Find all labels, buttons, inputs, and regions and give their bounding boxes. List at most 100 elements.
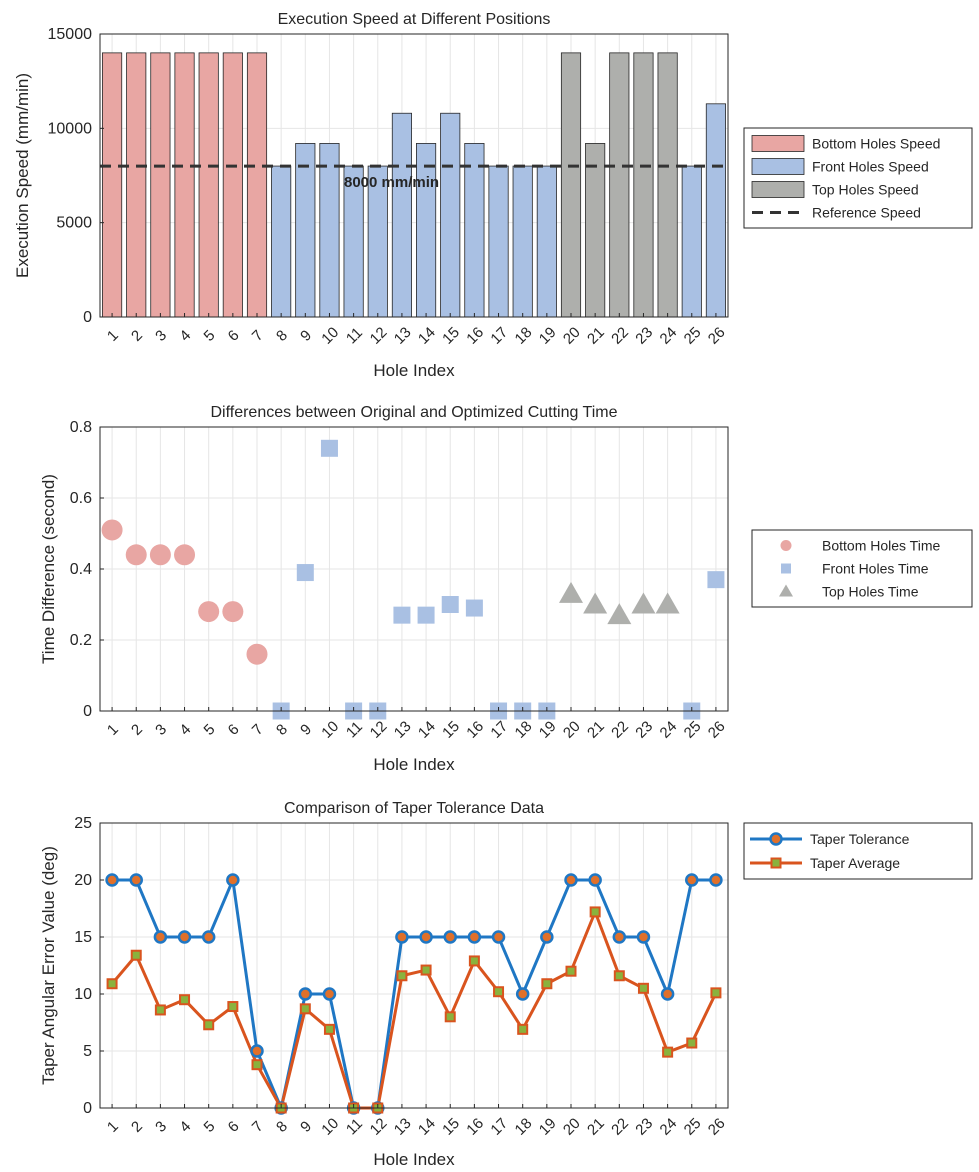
legend: Taper Tolerance Taper Average — [743, 822, 973, 880]
chart-3: 1 2 3 4 5 6 7 8 9 10 11 12 13 14 15 16 17 18 19 20 21 22 23 24 2… — [39, 800, 973, 1169]
bar-1-10 — [319, 143, 340, 318]
x-tick-label: 9 — [297, 1118, 315, 1136]
x-tick-label: 4 — [176, 1118, 194, 1136]
x-tick-label: 20 — [560, 718, 584, 742]
marker-tolerance-13 — [395, 930, 409, 944]
x-tick-label: 2 — [128, 721, 146, 739]
x-tick-label: 26 — [705, 718, 729, 742]
bar-2-22 — [609, 52, 630, 318]
point-bottom-1 — [101, 519, 123, 541]
bar-0-3 — [150, 52, 171, 318]
x-tick-label: 18 — [512, 718, 536, 742]
x-tick-label: 11 — [343, 324, 366, 347]
x-tick-label: 22 — [608, 1115, 632, 1139]
x-tick-label: 19 — [536, 718, 560, 742]
legend-box — [743, 822, 973, 880]
y-tick-label: 0 — [83, 703, 92, 720]
point-top-20 — [559, 581, 583, 603]
x-tick-label: 16 — [463, 718, 487, 742]
x-tick-label: 5 — [201, 721, 219, 739]
marker-tolerance-9 — [298, 987, 313, 1001]
x-tick-label: 19 — [536, 1115, 560, 1139]
point-bottom-4 — [174, 544, 196, 566]
bar-1-18 — [512, 165, 533, 318]
bar-2-21 — [585, 143, 606, 318]
marker-tolerance-7 — [250, 1044, 264, 1058]
reference-label: 8000 mm/min — [344, 174, 439, 191]
x-tick-label: 1 — [104, 327, 122, 345]
x-tick-label: 12 — [367, 1115, 391, 1139]
marker-tolerance-25 — [685, 873, 699, 887]
x-tick-label: 5 — [201, 1118, 219, 1136]
marker-tolerance-5 — [201, 930, 216, 944]
x-tick-label: 19 — [536, 324, 560, 348]
x-tick-label: 13 — [391, 718, 415, 742]
y-tick-label: 25 — [74, 815, 92, 832]
x-tick-label: 10 — [318, 718, 342, 742]
legend-label-2: Top Holes Time — [822, 584, 919, 600]
marker-tolerance-18 — [515, 987, 530, 1001]
legend-label-0: Bottom Holes Speed — [812, 136, 940, 152]
point-bottom-3 — [149, 544, 171, 566]
marker-average-20 — [565, 965, 577, 977]
y-tick-label: 0.2 — [70, 632, 92, 649]
bar-0-4 — [174, 52, 195, 318]
bar-2-20 — [560, 52, 582, 318]
x-tick-label: 12 — [367, 718, 391, 742]
marker-tolerance-24 — [660, 987, 675, 1001]
point-top-23 — [631, 592, 656, 614]
x-tick-label: 23 — [632, 718, 656, 742]
marker-tolerance-19 — [540, 930, 554, 944]
y-tick-label: 10000 — [48, 120, 93, 137]
point-bottom-6 — [222, 601, 244, 623]
x-tick-label: 10 — [318, 1115, 342, 1139]
x-tick-label: 18 — [512, 324, 536, 348]
y-tick-label: 0 — [83, 1100, 92, 1117]
bar-1-25 — [681, 165, 702, 318]
point-bottom-5 — [198, 601, 220, 623]
marker-average-18 — [517, 1023, 529, 1035]
marker-tolerance-16 — [467, 930, 482, 944]
x-tick-label: 2 — [128, 327, 146, 345]
x-tick-label: 8 — [273, 1118, 291, 1136]
bar-0-7 — [246, 52, 268, 318]
legend-label-1: Front Holes Speed — [812, 159, 929, 175]
legend: Bottom Holes Speed Front Holes Speed Top H… — [743, 127, 973, 229]
point-bottom-7 — [246, 643, 268, 665]
y-tick-label: 0.8 — [70, 419, 92, 436]
plot-area — [100, 823, 728, 1108]
marker-tolerance-20 — [564, 873, 578, 887]
point-front-10 — [320, 439, 338, 457]
point-top-21 — [583, 592, 608, 614]
legend-reference-label: Reference Speed — [812, 205, 921, 221]
bar-1-17 — [488, 165, 509, 318]
bar-1-26 — [705, 103, 726, 318]
x-tick-label: 4 — [176, 327, 194, 345]
x-tick-label: 8 — [273, 721, 291, 739]
marker-average-19 — [541, 978, 553, 990]
y-tick-label: 5 — [83, 1043, 92, 1060]
x-tick-label: 10 — [318, 324, 342, 348]
x-tick-label: 17 — [487, 1115, 511, 1139]
marker-tolerance-3 — [153, 930, 168, 944]
x-tick-label: 9 — [297, 327, 315, 345]
point-front-26 — [707, 571, 725, 589]
x-tick-label: 5 — [201, 327, 219, 345]
x-tick-label: 23 — [632, 1115, 656, 1139]
marker-average-4 — [179, 994, 191, 1006]
y-tick-label: 5000 — [56, 215, 92, 232]
legend-marker-1 — [781, 563, 791, 574]
x-tick-label: 1 — [104, 1118, 122, 1136]
series-line-0 — [112, 874, 716, 1113]
y-tick-label: 0.6 — [70, 490, 92, 507]
y-tick-label: 0 — [83, 309, 92, 326]
legend-marker-0 — [780, 540, 792, 551]
point-front-15 — [441, 596, 459, 613]
bar-1-16 — [464, 143, 485, 318]
point-front-14 — [417, 606, 435, 624]
y-axis-label: Time Difference (second) — [39, 474, 58, 664]
x-tick-label: 16 — [463, 324, 487, 348]
marker-average-26 — [710, 987, 722, 999]
